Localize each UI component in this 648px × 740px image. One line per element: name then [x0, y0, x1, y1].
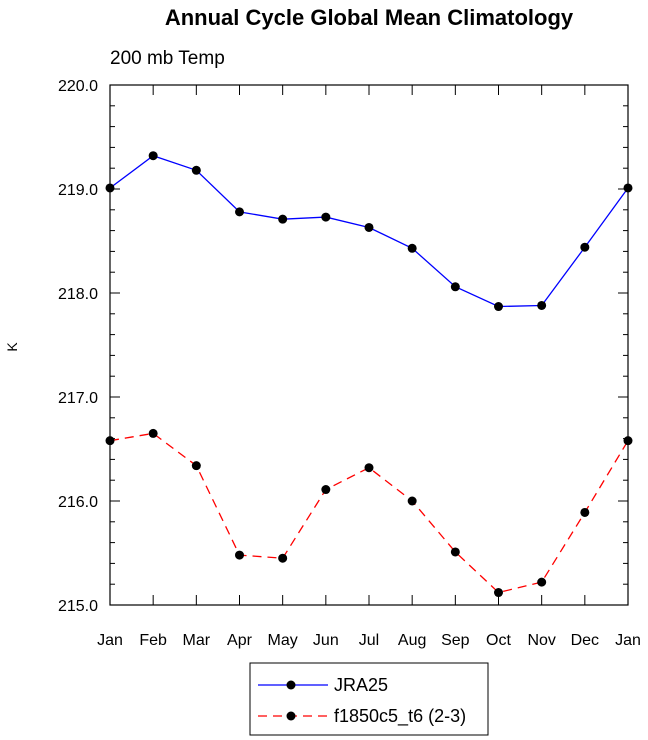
- data-point: [235, 207, 244, 217]
- x-tick-label: Mar: [183, 632, 211, 649]
- data-point: [191, 165, 201, 175]
- legend-box: [249, 662, 489, 736]
- data-point: [623, 436, 633, 446]
- data-point: [407, 243, 417, 253]
- y-tick-label: 215.0: [58, 598, 98, 615]
- data-point: [494, 302, 503, 312]
- series-layer: [105, 151, 633, 598]
- legend-label: JRA25: [334, 675, 388, 695]
- x-tick-label: Apr: [227, 632, 253, 649]
- series-line: [109, 432, 629, 594]
- y-tick-label: 220.0: [58, 78, 98, 95]
- data-point: [321, 485, 331, 495]
- series-1: [105, 151, 633, 312]
- data-point: [364, 463, 374, 473]
- x-tick-label: Feb: [139, 632, 167, 649]
- data-point: [235, 550, 244, 560]
- data-point: [191, 461, 201, 471]
- x-tick-label: Nov: [527, 632, 555, 649]
- y-tick-label: 217.0: [58, 390, 98, 407]
- data-point: [494, 588, 503, 598]
- data-point: [321, 212, 331, 222]
- data-point: [580, 242, 590, 252]
- chart-subtitle: 200 mb Temp: [110, 48, 225, 69]
- legend-label: f1850c5_t6 (2-3): [334, 706, 466, 727]
- plot-frame: [109, 84, 629, 606]
- data-point: [278, 214, 288, 224]
- legend-marker: [286, 680, 296, 690]
- axis-ticks: 215.0 216.0 217.0 218.0 219.0 220.0 Jan Feb Mar A…: [58, 78, 641, 649]
- data-point: [580, 507, 590, 517]
- data-point: [148, 151, 158, 161]
- y-tick-label: 219.0: [58, 182, 98, 199]
- data-point: [407, 496, 417, 506]
- x-tick-label: Jun: [313, 632, 339, 649]
- x-tick-label: Aug: [398, 632, 426, 649]
- x-tick-label: Dec: [571, 632, 599, 649]
- data-point: [450, 547, 460, 557]
- y-axis-label: K: [4, 342, 20, 352]
- x-tick-label: May: [268, 632, 298, 649]
- data-point: [278, 553, 288, 563]
- legend-marker: [286, 711, 296, 721]
- y-tick-label: 216.0: [58, 494, 98, 511]
- chart-title: Annual Cycle Global Mean Climatology: [165, 5, 574, 30]
- x-tick-label: Jul: [359, 632, 379, 649]
- series-2: [105, 428, 633, 598]
- data-point: [105, 183, 115, 193]
- data-point: [148, 428, 158, 438]
- y-tick-label: 218.0: [58, 286, 98, 303]
- data-point: [450, 282, 460, 292]
- data-point: [537, 577, 547, 587]
- data-point: [105, 436, 115, 446]
- data-point: [364, 222, 374, 232]
- x-tick-label: Jan: [97, 632, 123, 649]
- x-tick-label: Oct: [486, 632, 511, 649]
- data-point: [537, 300, 547, 310]
- x-tick-label: Jan: [615, 632, 641, 649]
- x-tick-label: Sep: [441, 632, 470, 649]
- legend: JRA25 f1850c5_t6 (2-3): [249, 662, 489, 736]
- data-point: [623, 183, 633, 193]
